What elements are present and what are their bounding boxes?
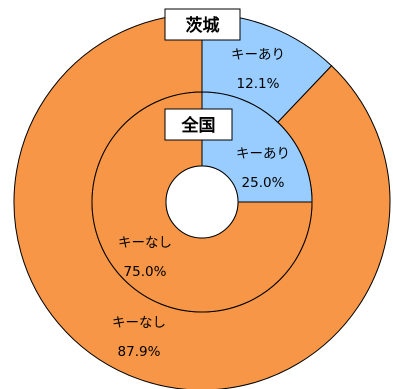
outer-value-label-key-yes: 12.1% (237, 76, 280, 92)
outer-category-label-key-no: キーなし (112, 315, 166, 331)
outer-ring-title-text: 茨城 (186, 15, 220, 36)
inner-category-label-key-no: キーなし (118, 235, 172, 251)
inner-category-label-key-yes: キーあり (236, 146, 290, 162)
donut-center-hole (165, 165, 239, 239)
inner-ring-title-text: 全国 (181, 115, 216, 136)
data-labels: キーあり 12.1% キーなし 87.9% キーあり 25.0% キーなし 75.0% (112, 47, 290, 360)
inner-ring-title: 全国 (164, 108, 233, 141)
inner-value-label-key-yes: 25.0% (242, 175, 285, 191)
outer-ring-ibaraki (13, 13, 391, 389)
outer-category-label-key-yes: キーあり (231, 47, 285, 63)
inner-value-label-key-no: 75.0% (124, 264, 167, 280)
outer-ring-title: 茨城 (164, 8, 241, 41)
outer-ring-title-box (164, 8, 241, 41)
inner-ring-title-box (164, 108, 233, 141)
outer-value-label-key-no: 87.9% (118, 344, 161, 360)
